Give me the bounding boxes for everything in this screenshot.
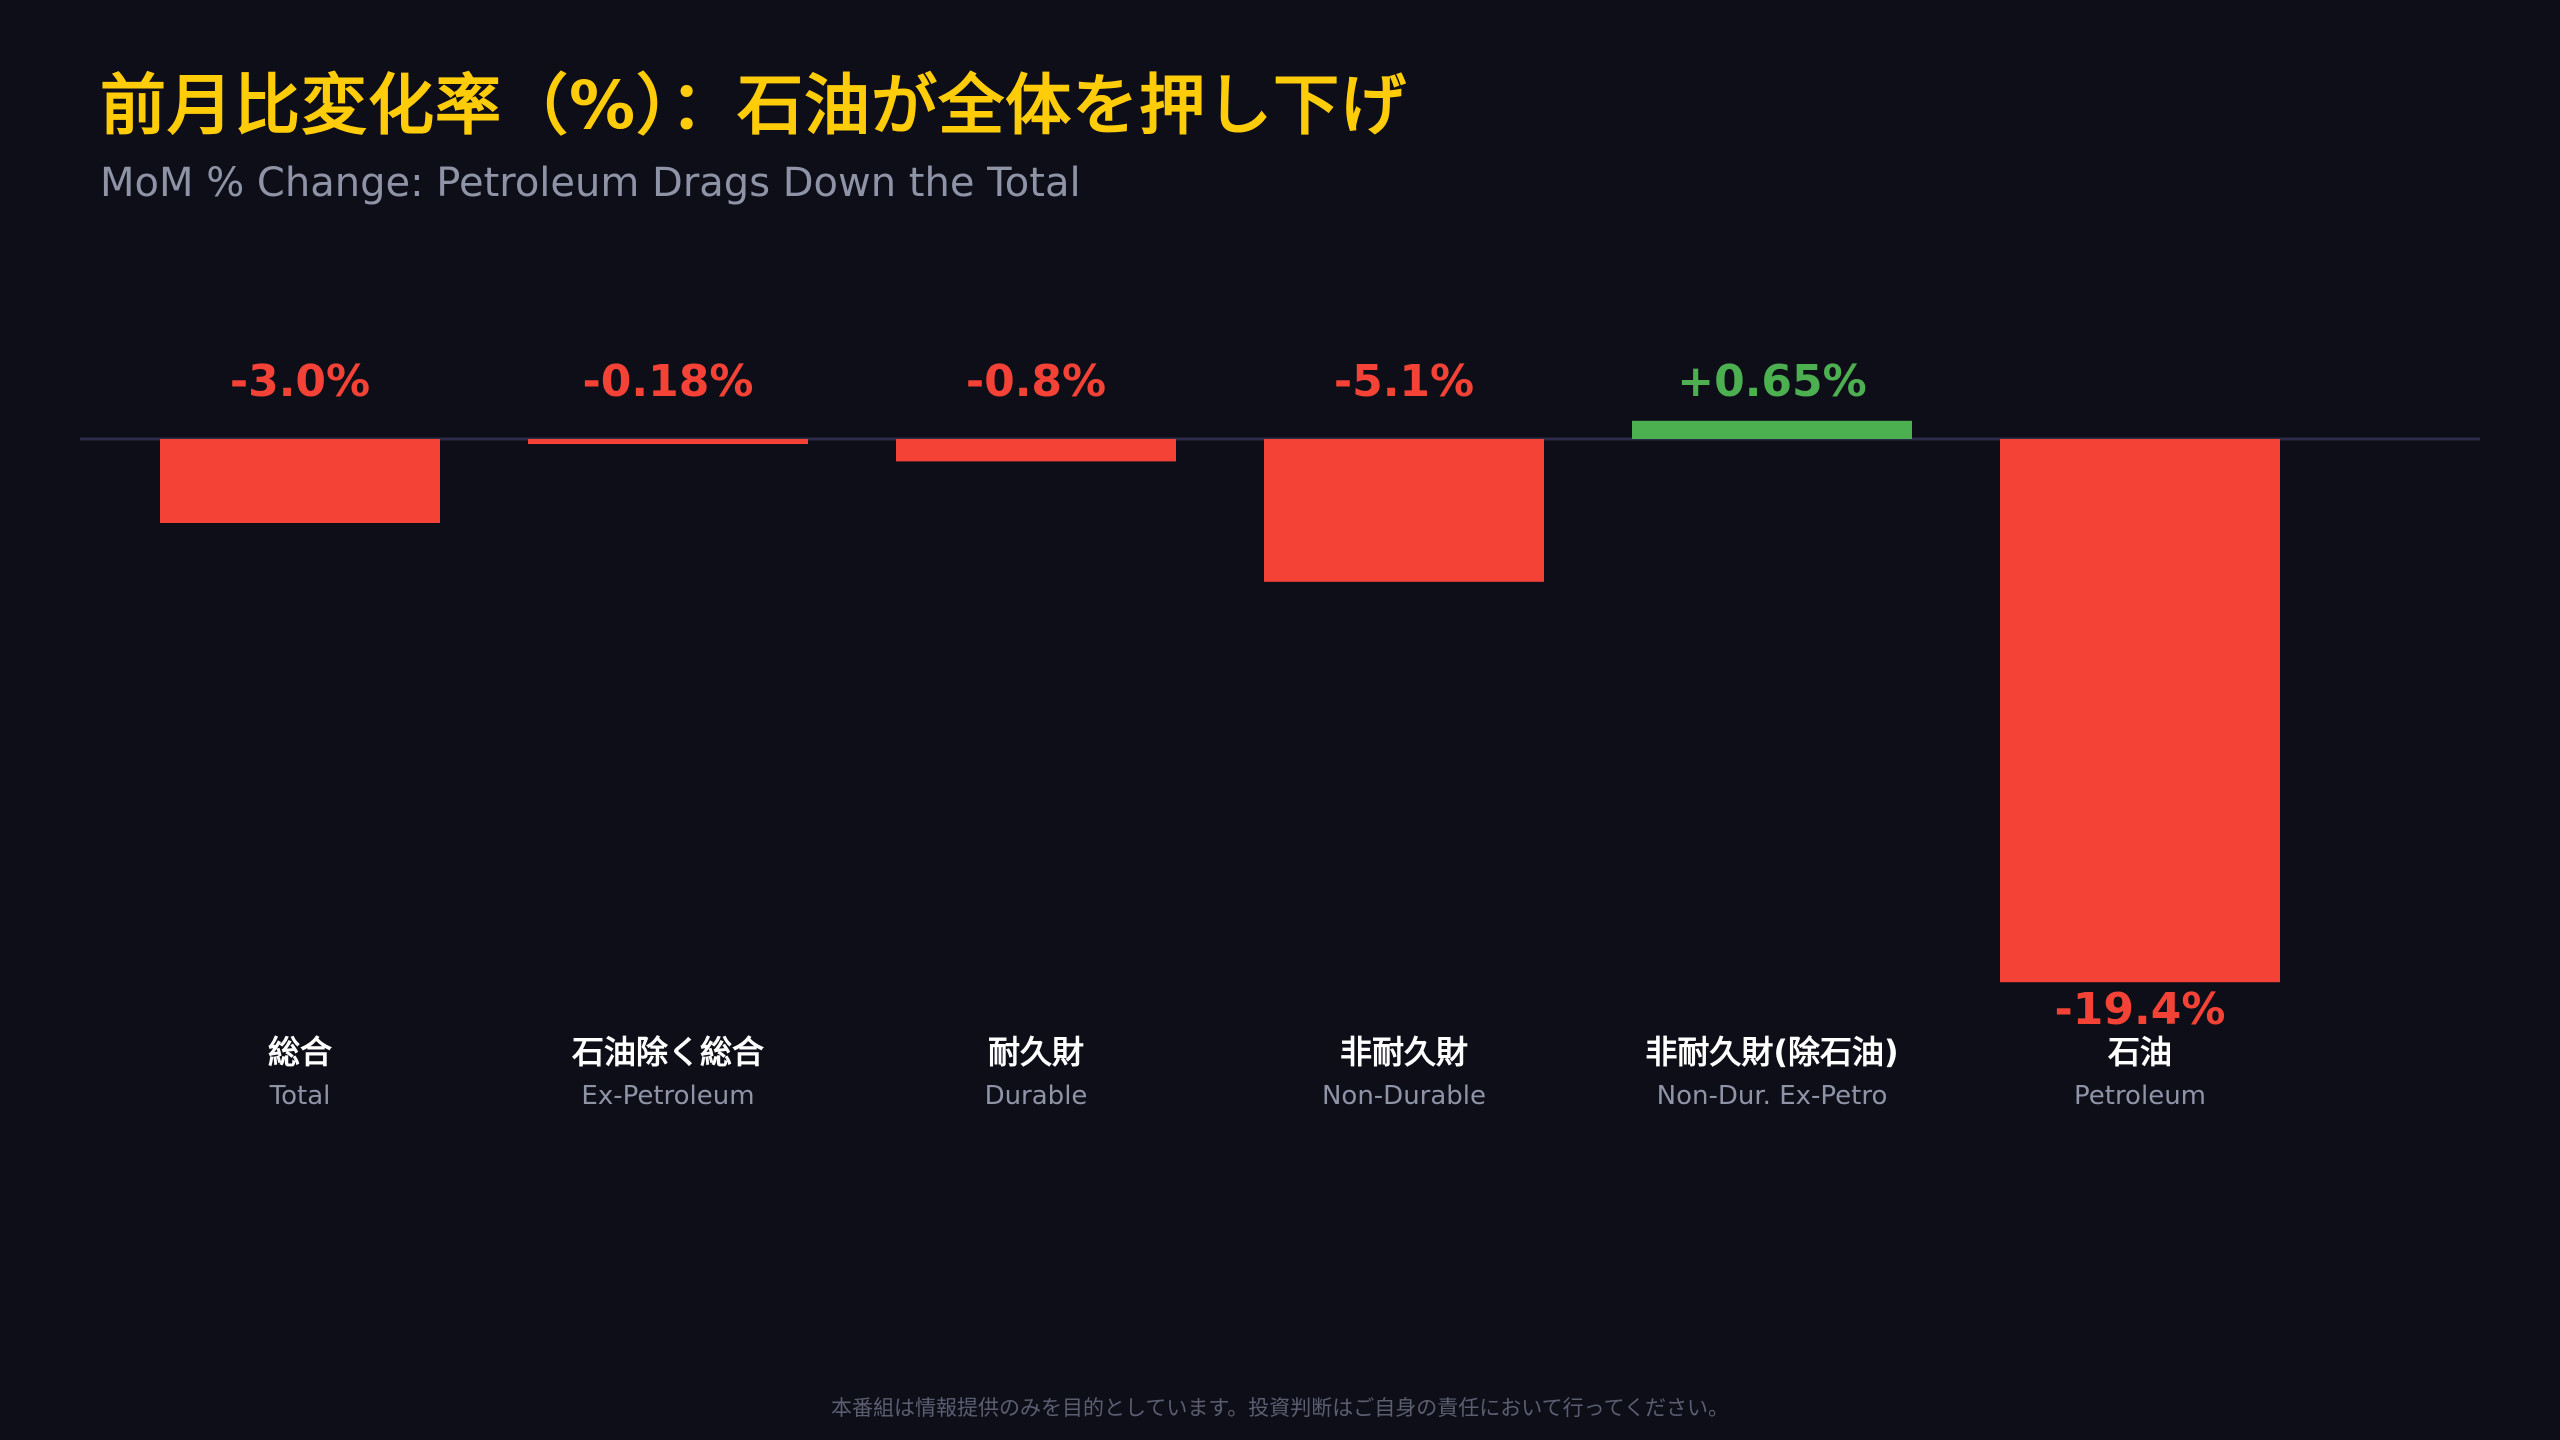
bar (896, 439, 1176, 462)
category-label-en: Non-Dur. Ex-Petro (1657, 1081, 1888, 1111)
category-label-en: Non-Durable (1322, 1081, 1486, 1111)
value-label: +0.65% (1677, 356, 1867, 407)
bar (1632, 420, 1912, 439)
category-label-en: Ex-Petroleum (581, 1081, 754, 1111)
category-label: 非耐久財(除石油) (1645, 1033, 1898, 1071)
category-label: 耐久財 (988, 1033, 1084, 1071)
category-label-en: Total (269, 1081, 331, 1111)
value-labels-group: -3.0% -0.18% -0.8% -5.1% +0.65% -19.4% (230, 356, 2226, 1035)
value-label: -0.8% (966, 356, 1106, 407)
category-labels-group: 総合 Total 石油除く総合 Ex-Petroleum 耐久財 Durable 非耐久財 N… (268, 1033, 2206, 1111)
bar (1264, 439, 1544, 582)
category-label-en: Petroleum (2074, 1081, 2206, 1111)
value-label: -3.0% (230, 356, 370, 407)
disclaimer-text: 本番組は情報提供のみを目的としています。投資判断はご自身の責任において行ってくだ… (831, 1396, 1729, 1420)
category-label-en: Durable (985, 1081, 1088, 1111)
bars-group (160, 420, 2280, 983)
category-label: 石油除く総合 (571, 1033, 764, 1071)
bar (160, 439, 440, 523)
category-label: 石油 (2107, 1033, 2172, 1071)
category-label: 非耐久財 (1340, 1033, 1468, 1071)
category-label: 総合 (268, 1033, 332, 1071)
value-label: -19.4% (2055, 984, 2226, 1035)
bar (2000, 439, 2280, 983)
page-title: 前月比変化率（%）：石油が全体を押し下げ (100, 67, 1408, 144)
page-subtitle: MoM % Change: Petroleum Drags Down the T… (100, 160, 1081, 206)
bar (528, 439, 808, 445)
value-label: -5.1% (1334, 356, 1474, 407)
value-label: -0.18% (583, 356, 754, 407)
